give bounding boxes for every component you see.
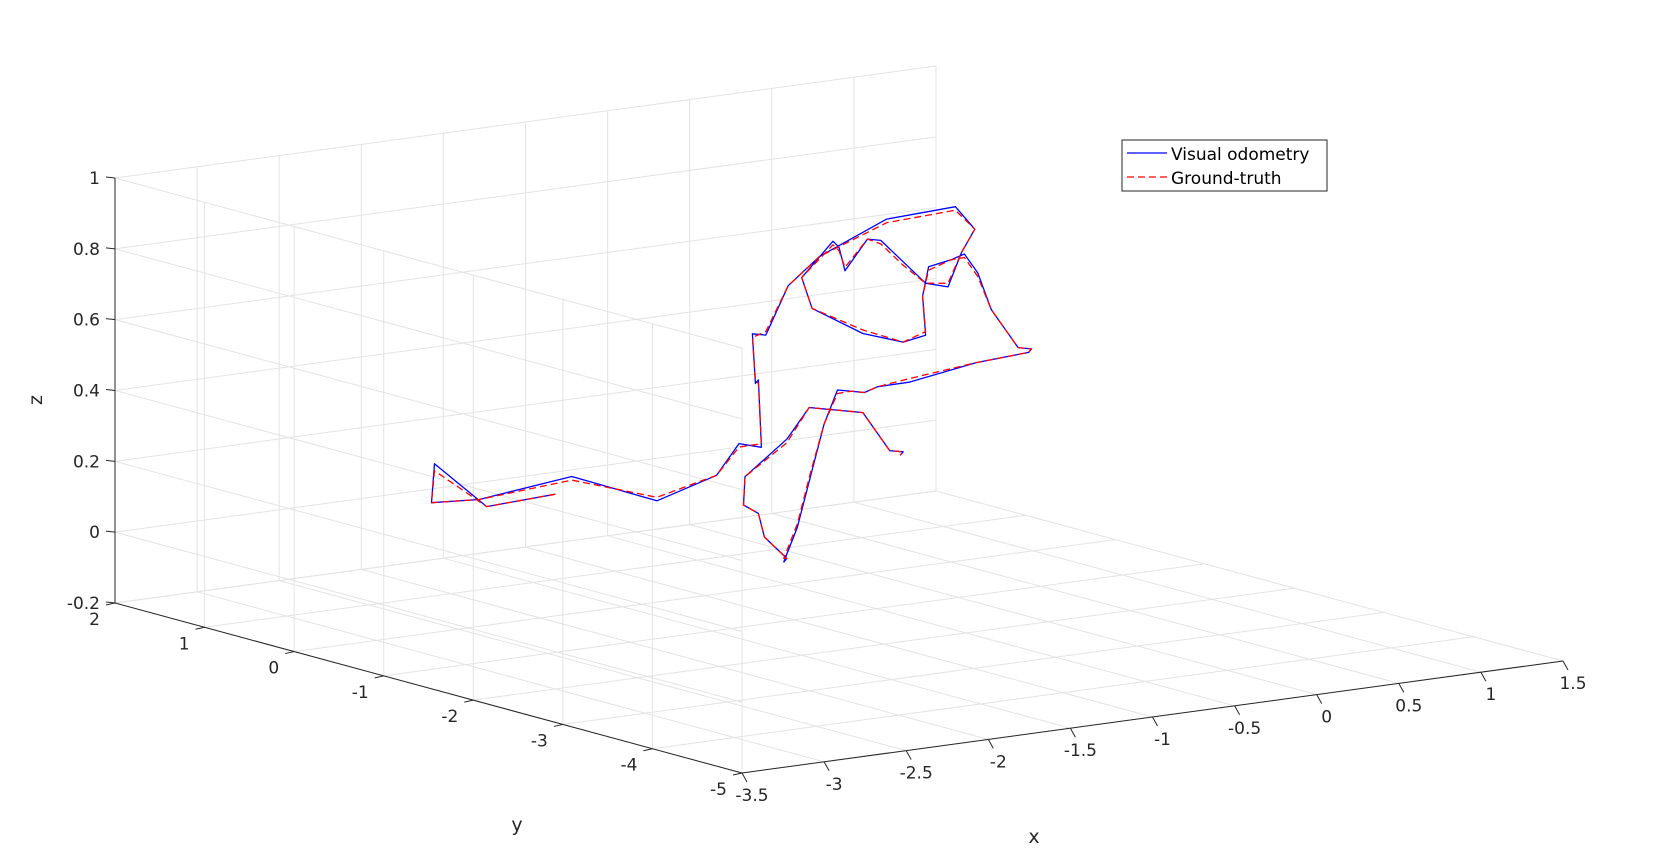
y-tick-label: 1 [179, 634, 190, 654]
grid-line-side-z [114, 390, 743, 561]
x-tick-mark [1234, 705, 1241, 716]
y-tick-label: -5 [710, 780, 727, 800]
z-tick-mark [105, 530, 116, 533]
series-line-visual-odometry [430, 206, 1033, 563]
grid [114, 65, 1564, 774]
y-axis-line [114, 602, 743, 774]
x-tick-label: 0.5 [1395, 696, 1422, 716]
grid-line-floor-x [853, 501, 1482, 673]
y-tick-label: -2 [441, 707, 458, 727]
grid-line-floor-y [383, 563, 1205, 677]
x-tick-mark [823, 761, 830, 772]
z-tick-mark [105, 318, 116, 321]
z-tick-label: 0.2 [73, 452, 100, 472]
grid-line-back-z [114, 348, 937, 462]
z-axis-label: z [25, 395, 47, 405]
grid-line-floor-x [935, 490, 1564, 662]
grid-line-back-z [114, 278, 937, 391]
legend-label-visual-odometry: Visual odometry [1171, 145, 1309, 165]
grid-line-floor-x [525, 546, 1153, 718]
y-tick-label: -1 [352, 683, 369, 703]
grid-line-floor-x [771, 512, 1399, 684]
grid-line-floor-x [361, 568, 989, 740]
grid-line-back-z [114, 136, 937, 250]
grid-line-floor-y [473, 587, 1295, 701]
legend: Visual odometry Ground-truth [1121, 139, 1328, 192]
grid-line-floor-x [607, 535, 1235, 707]
y-tick-label: -4 [620, 756, 637, 776]
grid-line-floor-y [562, 611, 1384, 725]
z-tick-label: -0.2 [67, 594, 100, 614]
grid-line-floor-x [689, 524, 1317, 696]
x-tick-label: -1.5 [1064, 741, 1097, 761]
x-tick-mark [741, 772, 748, 783]
y-tick-mark [195, 626, 205, 630]
grid-line-side-z [114, 531, 743, 703]
x-tick-label: -3 [826, 775, 843, 795]
legend-box [1121, 139, 1328, 192]
y-tick-mark [285, 651, 295, 655]
grid-line-back-z [114, 207, 937, 321]
z-tick-mark [105, 459, 116, 462]
y-tick-mark [732, 772, 743, 776]
z-tick-mark [105, 389, 116, 391]
x-tick-label: 1.5 [1559, 674, 1586, 694]
y-axis-label: y [511, 814, 522, 836]
x-tick-mark [1316, 694, 1323, 704]
grid-line-back-z [114, 490, 937, 604]
y-tick-label: 2 [89, 610, 100, 630]
y-tick-mark [374, 675, 384, 679]
grid-line-floor-y [652, 636, 1474, 750]
x-tick-mark [1480, 671, 1487, 682]
z-tick-label: 0.8 [73, 240, 100, 260]
axes [105, 176, 1569, 783]
grid-line-floor-y [204, 514, 1026, 628]
x-tick-label: -0.5 [1228, 719, 1261, 739]
series-line-ground-truth [430, 209, 1033, 560]
x-tick-label: 1 [1485, 685, 1496, 705]
tick-labels: -3.5 -3 -2.5 -2 -1.5 -1 -0.5 0 0.5 1 1.5 -5 -4 -3 -2 -1… [67, 169, 1587, 806]
x-tick-mark [905, 750, 912, 760]
series-lines [430, 206, 1033, 563]
grid-line-side-z [114, 248, 743, 420]
grid-line-back-z [114, 419, 937, 533]
grid-line-back-z [114, 65, 937, 179]
legend-label-ground-truth: Ground-truth [1171, 169, 1282, 189]
grid-line-floor-x [443, 557, 1071, 729]
grid-line-floor-x [196, 591, 825, 763]
z-tick-label: 0.6 [73, 311, 100, 331]
z-tick-label: 1 [89, 169, 100, 189]
x-tick-mark [1152, 716, 1158, 727]
x-tick-label: 0 [1321, 708, 1332, 728]
grid-line-side-z [114, 460, 743, 632]
x-axis-label: x [1028, 826, 1039, 848]
grid-line-side-z [114, 319, 743, 491]
x-tick-label: -3.5 [735, 786, 768, 806]
y-tick-mark [464, 699, 474, 703]
y-tick-label: 0 [268, 659, 279, 679]
x-tick-mark [1069, 727, 1076, 738]
x-tick-label: -2 [990, 752, 1007, 772]
grid-line-side-z [114, 177, 743, 349]
y-tick-mark [553, 723, 563, 727]
x-tick-mark [1562, 660, 1569, 671]
x-tick-mark [987, 739, 994, 749]
z-tick-mark [105, 601, 116, 604]
y-tick-mark [643, 748, 653, 752]
y-tick-label: -3 [531, 731, 548, 751]
z-tick-mark [105, 176, 116, 179]
x-tick-label: -2.5 [900, 764, 933, 784]
z-tick-mark [105, 247, 116, 250]
z-tick-label: 0.4 [73, 382, 100, 402]
x-tick-label: -1 [1154, 730, 1171, 750]
z-tick-label: 0 [89, 523, 100, 543]
x-tick-mark [1398, 683, 1405, 693]
grid-line-floor-x [279, 580, 907, 752]
grid-line-floor-y [294, 539, 1116, 653]
